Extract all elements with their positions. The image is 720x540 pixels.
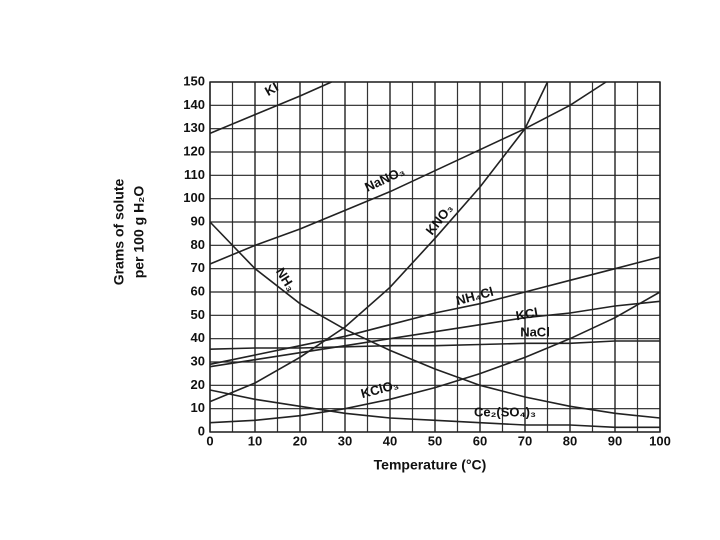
y-tick-label: 30 — [191, 353, 205, 368]
series-line — [209, 81, 549, 403]
series-line — [209, 221, 661, 419]
y-tick-label: 120 — [183, 143, 205, 158]
y-tick-label: 10 — [191, 400, 205, 415]
series-line — [209, 291, 661, 424]
x-tick-label: 50 — [428, 433, 442, 448]
x-tick-label: 30 — [338, 433, 352, 448]
series-line — [209, 340, 660, 350]
y-tick-label: 50 — [191, 307, 205, 322]
y-tick-label: 100 — [183, 190, 205, 205]
chart-panel — [88, 78, 680, 472]
x-tick-label: 0 — [206, 433, 213, 448]
y-tick-label: 20 — [191, 377, 205, 392]
y-tick-label: 150 — [183, 73, 205, 88]
x-axis-label: Temperature (°C) — [374, 457, 487, 473]
y-axis-label-line: per 100 g H₂O — [131, 186, 147, 279]
plot-frame — [209, 81, 661, 433]
x-tick-label: 20 — [293, 433, 307, 448]
x-tick-label: 60 — [473, 433, 487, 448]
y-tick-label: 0 — [198, 423, 205, 438]
x-tick-label: 70 — [518, 433, 532, 448]
y-axis-label-line: Grams of solute — [111, 179, 127, 286]
x-tick-label: 90 — [608, 433, 622, 448]
y-tick-label: 80 — [191, 237, 205, 252]
series-line — [209, 81, 332, 135]
x-tick-label: 10 — [248, 433, 262, 448]
y-tick-label: 40 — [191, 330, 205, 345]
curve-label: KI — [262, 79, 281, 98]
y-axis-label: Grams of solute per 100 g H₂O — [111, 179, 147, 286]
x-tick-label: 80 — [563, 433, 577, 448]
y-tick-label: 60 — [191, 283, 205, 298]
y-tick-label: 90 — [191, 213, 205, 228]
y-tick-label: 110 — [184, 167, 205, 182]
x-tick-label: 100 — [649, 433, 671, 448]
x-tick-label: 40 — [383, 433, 397, 448]
series-line — [209, 389, 660, 429]
series-line — [209, 300, 661, 368]
curve-label: KCl — [514, 305, 539, 324]
y-tick-label: 130 — [183, 120, 205, 135]
y-tick-label: 70 — [191, 260, 205, 275]
curve-label: Ce₂(SO₄)₃ — [474, 404, 536, 419]
y-tick-label: 140 — [183, 97, 205, 112]
curve-label: NaCl — [520, 324, 550, 339]
series-line — [209, 81, 607, 265]
